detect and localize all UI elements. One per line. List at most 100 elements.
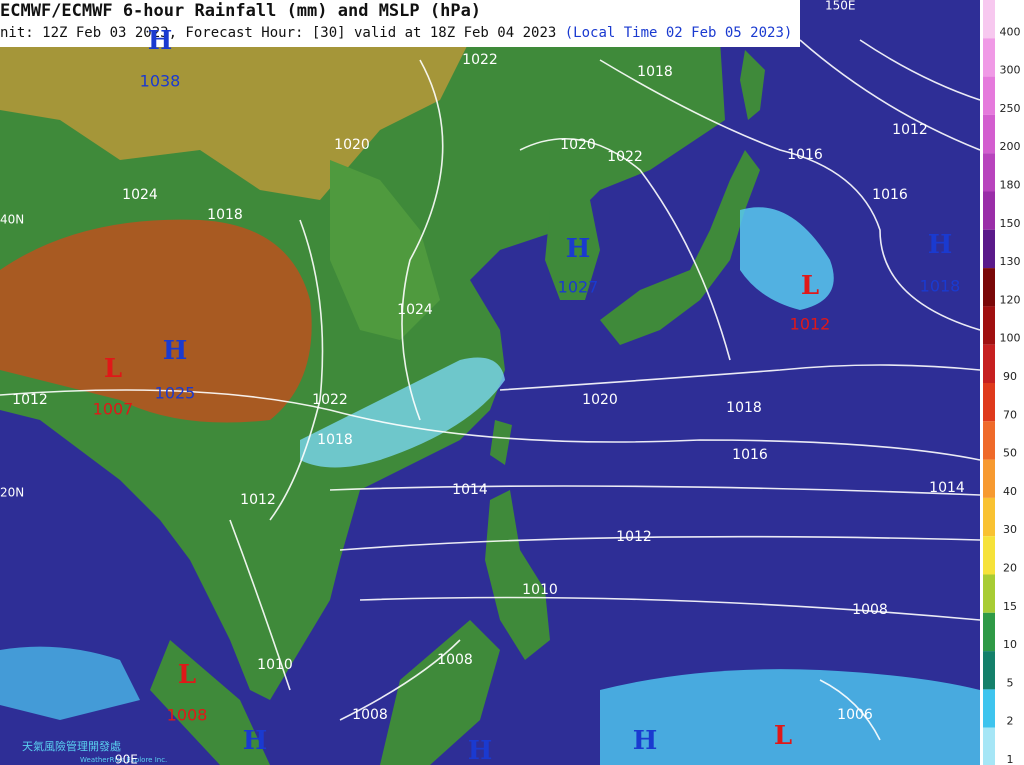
colorbar-swatch [983, 38, 995, 77]
isobar-label: 1020 [582, 392, 618, 408]
colorbar-label: 15 [1003, 600, 1017, 613]
pressure-center-letter: H [566, 234, 591, 264]
isobar-label: 1016 [787, 147, 823, 163]
isobar-label: 1024 [122, 187, 158, 203]
pressure-center-value: 1025 [155, 384, 196, 403]
isobar [799, 39, 981, 151]
isobar-label: 1012 [12, 392, 48, 408]
isobar-label: 1012 [240, 492, 276, 508]
grid-label: 20N [0, 486, 24, 500]
grid-label: 150E [825, 0, 856, 13]
isobar [0, 389, 981, 461]
land-tibet [0, 219, 312, 423]
pressure-center-letter: H [148, 26, 173, 56]
colorbar-label: 150 [1000, 217, 1021, 230]
isobar [339, 639, 461, 721]
rain-japan [740, 207, 834, 310]
isobar-label: 1022 [312, 392, 348, 408]
colorbar-swatch [983, 421, 995, 460]
isobar [269, 219, 324, 521]
colorbar-swatch [983, 689, 995, 728]
colorbar-swatch [983, 459, 995, 498]
colorbar-swatch [983, 306, 995, 345]
colorbar-label: 130 [1000, 255, 1021, 268]
colorbar-swatch [983, 651, 995, 690]
isobar [499, 364, 981, 391]
isobar-label: 1016 [732, 447, 768, 463]
colorbar-swatch [983, 0, 995, 39]
colorbar-label: 90 [1003, 370, 1017, 383]
land-sakhalin [740, 50, 765, 120]
colorbar-swatch [983, 497, 995, 537]
colorbar-swatch [983, 153, 995, 192]
isobar-label: 1010 [522, 582, 558, 598]
colorbar-swatch [983, 727, 995, 765]
colorbar-swatch [983, 383, 995, 422]
land-taiwan [490, 420, 512, 465]
colorbar-label: 20 [1003, 562, 1017, 575]
colorbar-label: 250 [1000, 102, 1021, 115]
isobar [329, 485, 981, 496]
isobar [229, 519, 291, 691]
colorbar-label: 50 [1003, 447, 1017, 460]
isobar [359, 596, 981, 621]
pressure-center-letter: L [801, 271, 819, 301]
isobar-label: 1014 [929, 480, 965, 496]
watermark-company: WeatherRisk Explore Inc. [80, 756, 167, 764]
colorbar-label: 200 [1000, 140, 1021, 153]
colorbar-label: 100 [1000, 332, 1021, 345]
isobar-label: 1020 [334, 137, 370, 153]
isobar-label: 1012 [616, 529, 652, 545]
isobar-label: 1008 [852, 602, 888, 618]
colorbar: 400 300 250 200 180 150 130 120 100 90 70 50 40 30 20 1… [980, 0, 1024, 765]
pressure-center-letter: H [243, 726, 268, 756]
colorbar-label: 30 [1003, 523, 1017, 536]
local-time: (Local Time 02 Feb 05 2023) [565, 25, 793, 41]
colorbar-swatch [983, 574, 995, 613]
pressure-center-letter: H [928, 230, 953, 260]
pressure-center-letter: L [178, 660, 196, 690]
colorbar-label: 180 [1000, 179, 1021, 192]
isobar-label: 1016 [872, 187, 908, 203]
pressure-center-letter: H [468, 736, 493, 765]
isobar-label: 1014 [452, 482, 488, 498]
colorbar-label: 10 [1003, 638, 1017, 651]
colorbar-label: 120 [1000, 293, 1021, 306]
isobar [859, 39, 981, 101]
land-plain [330, 160, 440, 340]
isobar [599, 59, 981, 331]
pressure-center-letter: L [104, 354, 122, 384]
land-sumatra [150, 640, 270, 765]
isobar-label: 1012 [892, 122, 928, 138]
colorbar-swatch [983, 268, 995, 307]
isobar-label: 1010 [257, 657, 293, 673]
pressure-center-value: 1012 [790, 315, 831, 334]
land-korea [545, 200, 600, 300]
land-philippines [485, 490, 550, 660]
isobar-label: 1024 [397, 302, 433, 318]
pressure-center-letter: L [774, 721, 792, 751]
isobar-label: 1018 [207, 207, 243, 223]
pressure-center-value: 1007 [93, 400, 134, 419]
isobar-label: 1018 [637, 64, 673, 80]
colorbar-swatch [983, 612, 995, 652]
isobar [339, 535, 981, 551]
colorbar-label: 70 [1003, 408, 1017, 421]
isobar-label: 1008 [352, 707, 388, 723]
land-borneo [380, 620, 500, 765]
run-info: nit: 12Z Feb 03 2023, Forecast Hour: [30… [0, 25, 556, 41]
pressure-center-value: 1008 [167, 706, 208, 725]
header-box [0, 0, 800, 47]
colorbar-label: 40 [1003, 485, 1017, 498]
land-asia [0, 40, 725, 700]
colorbar-swatch [983, 344, 995, 383]
pressure-center-letter: H [163, 336, 188, 366]
pressure-center-value: 1018 [920, 277, 961, 296]
colorbar-label: 2 [1007, 715, 1014, 728]
isobar [819, 679, 881, 741]
colorbar-label: 5 [1007, 676, 1014, 689]
land-japan [600, 150, 760, 345]
isobar-label: 1022 [462, 52, 498, 68]
